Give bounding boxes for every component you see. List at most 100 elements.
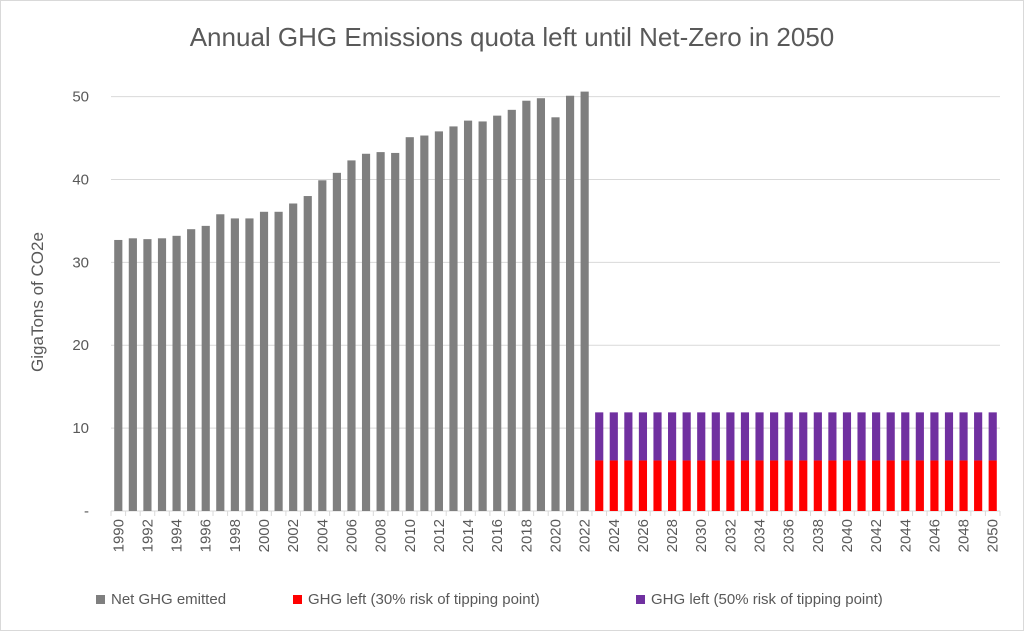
bar [959, 412, 968, 461]
bar [770, 412, 779, 461]
bar [857, 460, 866, 511]
bar [828, 460, 837, 511]
bar [551, 117, 560, 511]
x-tick-label: 2010 [402, 519, 419, 552]
bar [799, 412, 808, 461]
bar [842, 460, 852, 511]
bar [974, 412, 983, 461]
x-tick-label: 2006 [343, 519, 360, 552]
bar [289, 203, 298, 511]
bar [128, 238, 137, 511]
y-tick-label: 50 [72, 89, 89, 106]
bar [274, 211, 283, 511]
bar [857, 412, 866, 461]
bar [944, 412, 954, 461]
bar [493, 115, 502, 511]
legend-swatch-ghg-left-50 [636, 594, 645, 604]
bar [915, 460, 924, 511]
bar [522, 100, 531, 511]
y-tick-label: 20 [72, 337, 89, 354]
bar [740, 460, 750, 511]
bar [930, 460, 939, 511]
bar [230, 218, 239, 512]
bar [901, 412, 910, 461]
legend-label-net-ghg: Net GHG emitted [111, 590, 227, 608]
bar [143, 239, 152, 511]
x-tick-label: 2024 [606, 519, 623, 552]
x-tick-label: 2022 [577, 519, 594, 552]
bar [420, 135, 429, 511]
bar [595, 460, 604, 511]
bar [595, 412, 604, 461]
legend-swatch-net-ghg [96, 594, 105, 604]
bar [478, 121, 487, 511]
bar [682, 412, 691, 461]
x-tick-label: 2036 [781, 519, 798, 552]
bar [886, 460, 895, 511]
bar [828, 412, 837, 461]
x-tick-label: 2028 [664, 519, 681, 552]
y-tick-label: 30 [72, 254, 89, 271]
bar [332, 172, 341, 512]
bar [872, 412, 881, 461]
legend-swatch-ghg-left-30 [293, 594, 302, 604]
bar [682, 460, 691, 511]
bar [609, 412, 618, 461]
bar [726, 412, 735, 461]
x-tick-label: 2014 [460, 519, 477, 552]
x-tick-label: 1998 [227, 519, 244, 552]
legend-item-ghg-left-30: GHG left (30% risk of tipping point) [293, 588, 540, 610]
bar [974, 460, 983, 511]
x-tick-label: 2050 [985, 519, 1002, 552]
x-tick-label: 2016 [489, 519, 506, 552]
bar [565, 95, 575, 511]
bar [114, 239, 123, 512]
x-tick-label: 2026 [635, 519, 652, 552]
bar [449, 126, 458, 512]
bar [201, 225, 210, 511]
bar [959, 460, 968, 511]
bar [507, 109, 516, 511]
x-tick-label: 2030 [693, 519, 710, 552]
legend-item-net-ghg: Net GHG emitted [96, 588, 226, 610]
bar [988, 460, 997, 511]
bar [697, 460, 706, 511]
bar [434, 131, 443, 511]
bar [770, 460, 779, 511]
bar [318, 180, 327, 511]
x-tick-label: 1990 [110, 519, 127, 552]
bar [172, 235, 181, 512]
bar [842, 412, 852, 461]
x-tick-label: 2048 [956, 519, 973, 552]
x-tick-label: 2032 [722, 519, 739, 552]
bar [624, 412, 633, 461]
bar [799, 460, 808, 511]
bar [668, 460, 677, 511]
bar [653, 412, 662, 461]
bar [872, 460, 881, 511]
x-tick-label: 2038 [810, 519, 827, 552]
bar [886, 412, 895, 461]
bar [376, 152, 385, 511]
bar [638, 460, 648, 511]
bar [259, 211, 269, 511]
x-tick-label: 2044 [897, 519, 914, 552]
bar [813, 412, 822, 461]
bar [638, 412, 648, 461]
x-tick-label: 2002 [285, 519, 302, 552]
bar [405, 137, 414, 512]
bar [784, 412, 793, 461]
bar [813, 460, 822, 511]
bar [711, 412, 720, 461]
chart-title: Annual GHG Emissions quota left until Ne… [189, 22, 835, 52]
bar [347, 160, 356, 511]
bar [668, 412, 677, 461]
x-tick-label: 1994 [169, 519, 186, 552]
bar [361, 153, 371, 511]
bar [157, 238, 167, 511]
x-tick-label: 2040 [839, 519, 856, 552]
bar [988, 412, 997, 461]
y-tick-label: 10 [72, 420, 89, 437]
bar [391, 152, 400, 511]
bar [187, 229, 196, 511]
